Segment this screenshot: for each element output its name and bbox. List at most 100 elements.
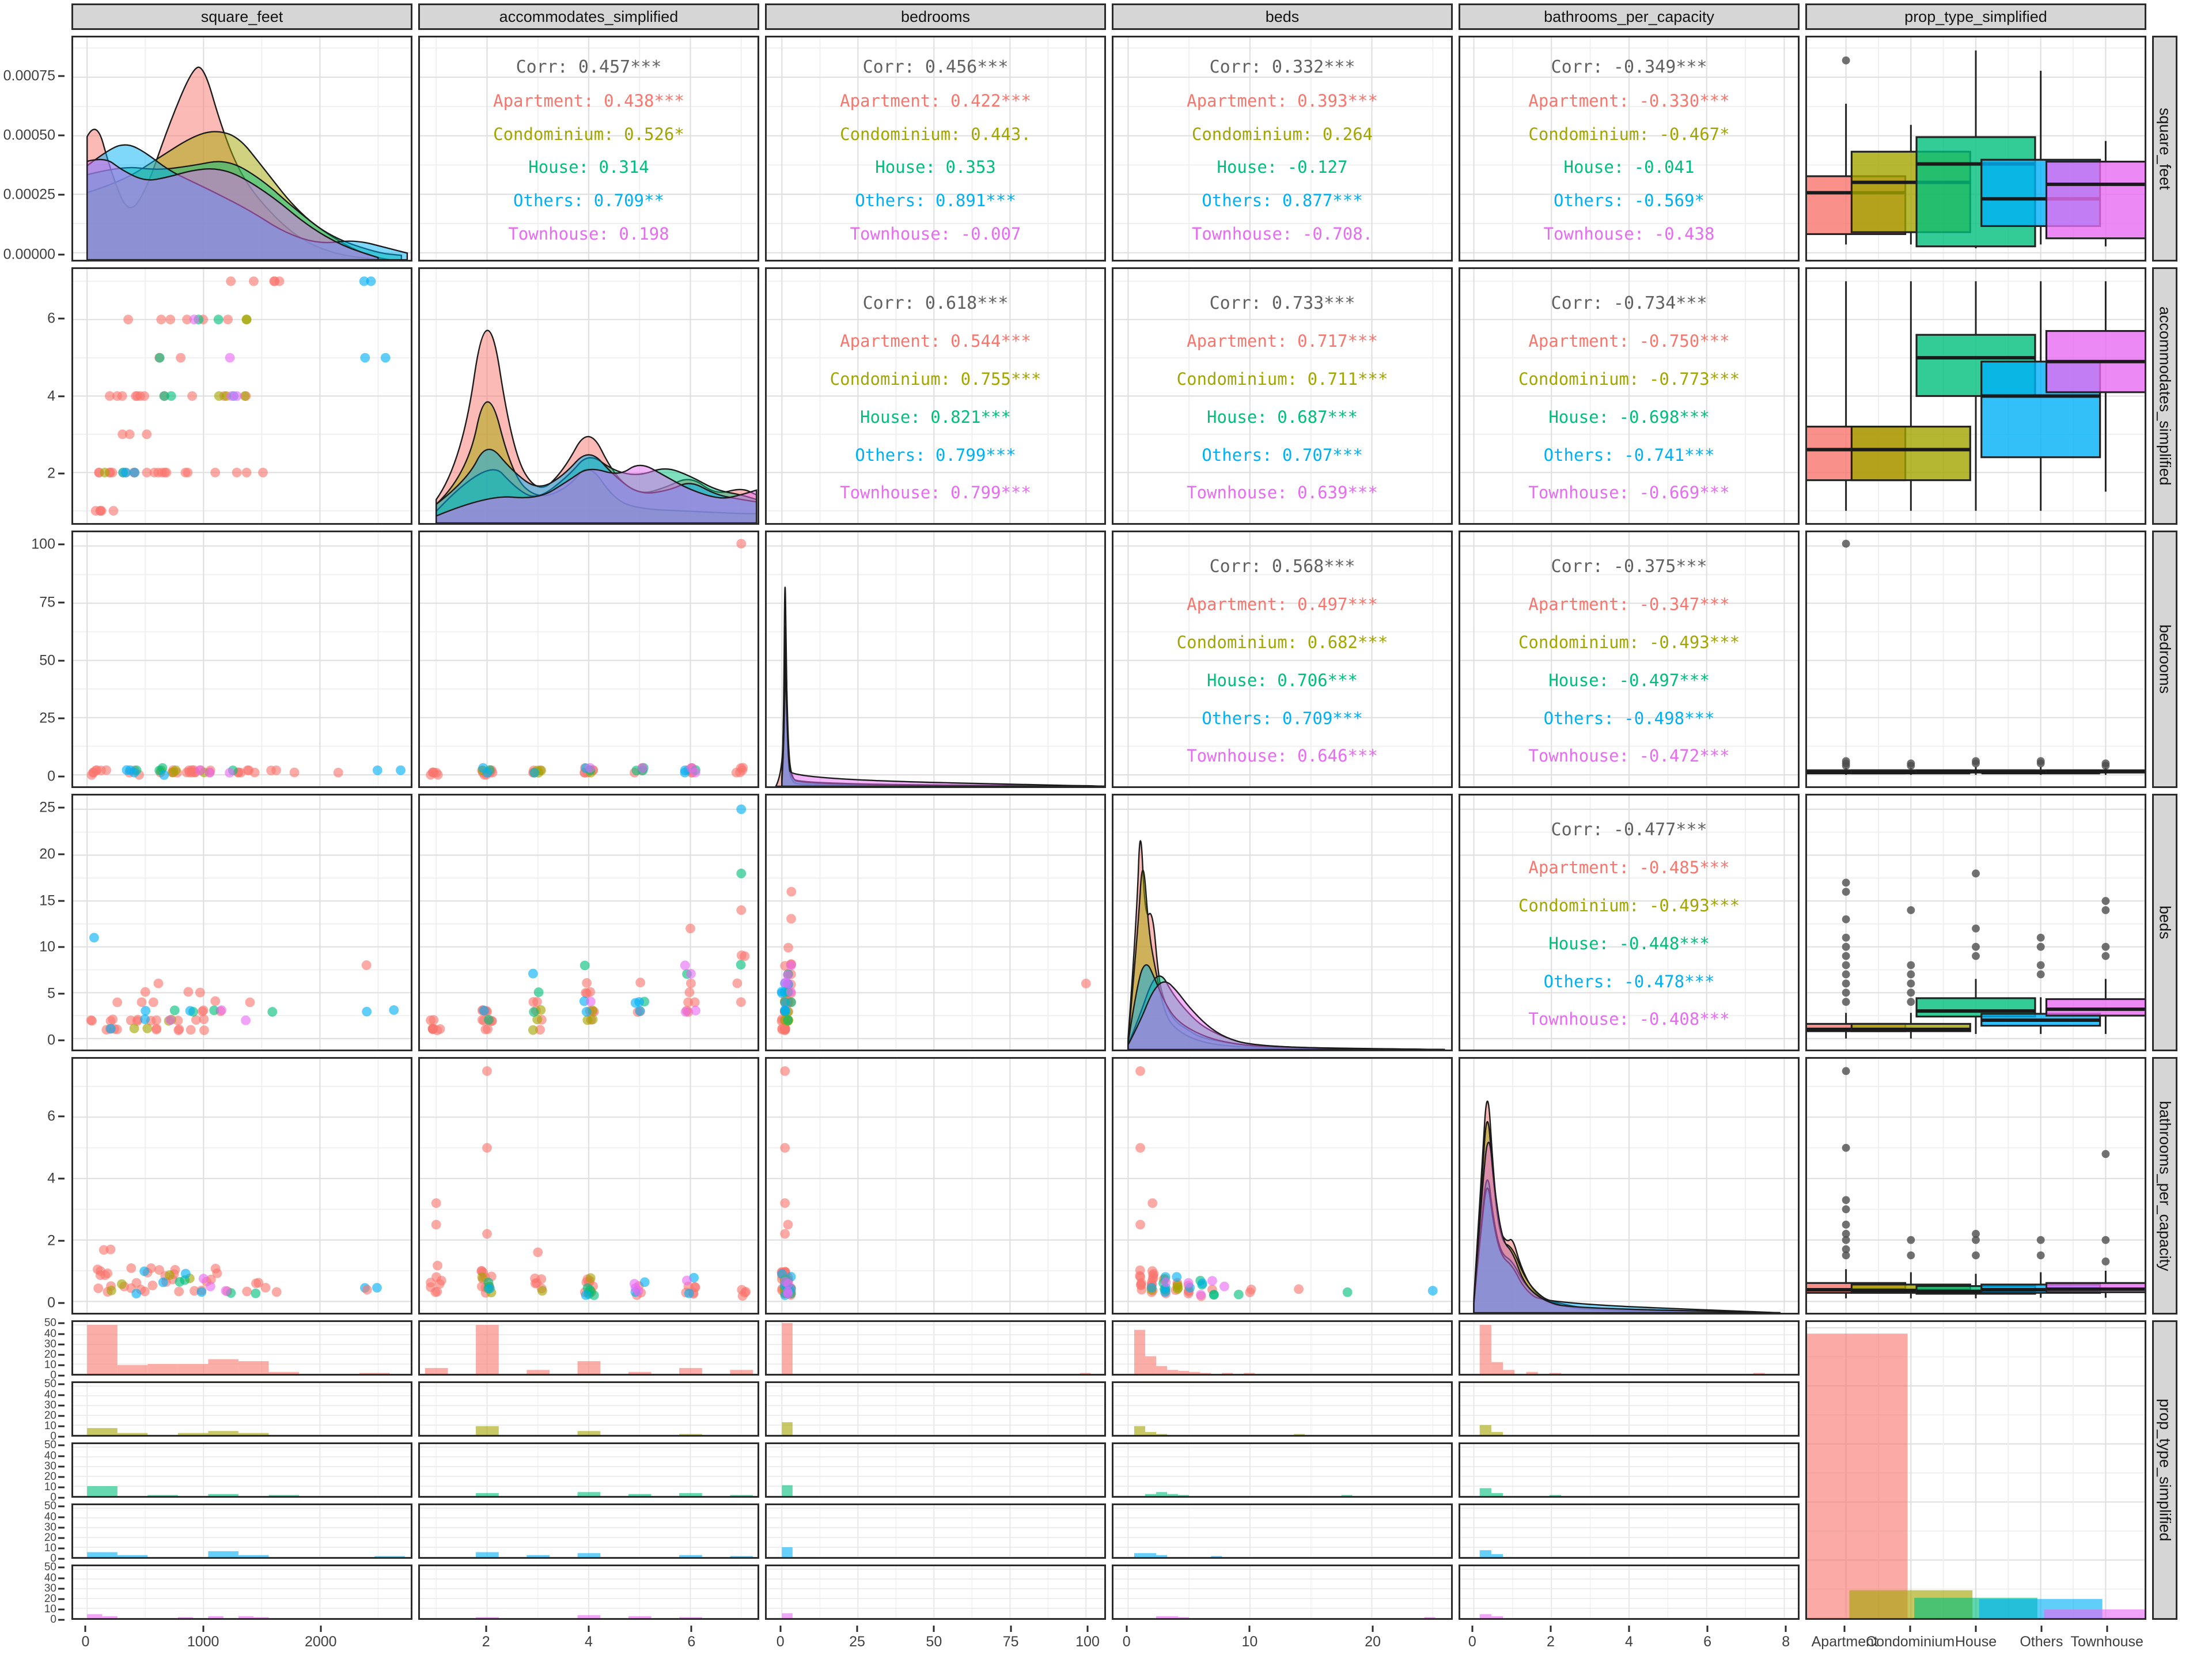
y-tick-label: 15 (39, 892, 55, 909)
y-tick-label: 2 (47, 465, 55, 482)
y-tick-label: 6 (47, 310, 55, 327)
facet-y-tick-label: 30 (44, 1582, 56, 1594)
facet-hist-c2-house (418, 1442, 759, 1498)
y-tick-mark (58, 1240, 65, 1242)
panel-r2c2-density (418, 267, 759, 525)
panel-r2c1-scatter (71, 267, 412, 525)
facet-y-tick-mark (58, 1465, 65, 1468)
corr-group-house: House: 0.687*** (1207, 407, 1358, 427)
x-tick-mark (779, 1626, 782, 1632)
strip-right-label: square_feet (2156, 107, 2174, 190)
panel-r2c3-canvas (767, 269, 1104, 523)
facet-hist-c4-apartment (1112, 1320, 1453, 1376)
facet-y-tick-mark (58, 1354, 65, 1356)
facet-y-tick-mark (58, 1619, 65, 1621)
facet-canvas (73, 1383, 411, 1435)
panel-r4c3-scatter (765, 794, 1106, 1051)
panel-r2c6-canvas (1807, 269, 2145, 523)
panel-r5c2-scatter (418, 1057, 759, 1315)
facet-y-tick-label: 0 (50, 1430, 56, 1442)
x-tick-label: Apartment (1811, 1634, 1878, 1650)
panel-r4c5-corr: Corr: -0.477*** Apartment: -0.485*** Condo… (1459, 794, 1800, 1051)
x-tick-label: House (1955, 1634, 1997, 1650)
x-tick-mark (933, 1626, 935, 1632)
panel-r5c3-scatter (765, 1057, 1106, 1315)
facet-y-tick-mark (58, 1476, 65, 1478)
corr-group-others: Others: 0.877*** (1202, 191, 1363, 211)
corr-group-house: House: -0.127 (1217, 157, 1348, 177)
facet-canvas (73, 1444, 411, 1496)
panel-r5c4-canvas (1113, 1059, 1451, 1313)
strip-right-label: beds (2156, 906, 2174, 940)
y-tick-label: 75 (39, 594, 55, 611)
facet-y-tick-label: 10 (44, 1358, 56, 1371)
corr-overall: Corr: 0.618*** (862, 293, 1009, 313)
corr-text-r4c5: Corr: -0.477*** Apartment: -0.485*** Condo… (1460, 796, 1798, 1050)
panel-r4c3-canvas (767, 796, 1104, 1050)
facet-y-tick-label: 0 (50, 1369, 56, 1381)
panel-r4c5-canvas (1460, 796, 1798, 1050)
facet-y-tick-label: 10 (44, 1419, 56, 1432)
strip-right-beds: beds (2152, 794, 2177, 1051)
x-tick-mark (1843, 1626, 1846, 1632)
corr-group-condominium: Condominium: -0.493*** (1518, 632, 1740, 653)
facet-y-tick-mark (58, 1364, 65, 1366)
facet-canvas (420, 1505, 757, 1557)
x-tick-mark (1372, 1626, 1374, 1632)
corr-group-townhouse: Townhouse: -0.438 (1543, 224, 1715, 244)
facet-y-tick-label: 50 (44, 1500, 56, 1513)
density-curve-house (781, 643, 1104, 786)
y-tick-mark (58, 1115, 65, 1118)
facet-canvas (767, 1322, 1104, 1374)
strip-top-bedrooms: bedrooms (765, 3, 1106, 30)
facet-hist-c1-townhouse (71, 1565, 412, 1620)
facet-y-tick-label: 20 (44, 1531, 56, 1544)
corr-group-house: House: -0.041 (1563, 157, 1695, 177)
y-tick-mark (58, 134, 65, 137)
bar-townhouse (2044, 1609, 2145, 1618)
facet-canvas (1460, 1566, 1798, 1618)
facet-canvas (73, 1566, 411, 1618)
bar-canvas (1807, 1322, 2145, 1618)
facet-y-tick-label: 20 (44, 1409, 56, 1422)
x-tick-mark (1010, 1626, 1012, 1632)
strip-right-label: prop_type_simplified (2156, 1399, 2174, 1541)
panel-r4c2-scatter (418, 794, 759, 1051)
corr-group-apartment: Apartment: 0.438*** (493, 90, 684, 111)
x-tick-mark (690, 1626, 692, 1632)
panel-r3c4-canvas (1113, 532, 1451, 786)
x-tick-label: 10 (1241, 1634, 1258, 1650)
panel-r4c4-density (1112, 794, 1453, 1051)
y-tick-mark (58, 946, 65, 948)
facet-y-tick-label: 50 (44, 1561, 56, 1574)
facet-y-tick-label: 10 (44, 1480, 56, 1493)
corr-group-condominium: Condominium: 0.711*** (1176, 369, 1388, 389)
corr-overall: Corr: -0.375*** (1551, 556, 1707, 577)
panel-r5c5-canvas (1460, 1059, 1798, 1313)
row6-facets-col1 (71, 1320, 412, 1620)
corr-group-others: Others: 0.891*** (855, 191, 1016, 211)
facet-hist-c3-apartment (765, 1320, 1106, 1376)
corr-group-house: House: 0.353 (875, 157, 996, 177)
corr-group-condominium: Condominium: 0.264 (1191, 124, 1373, 144)
y-tick-mark (58, 75, 65, 77)
x-tick-mark (856, 1626, 858, 1632)
facet-y-tick-mark (58, 1598, 65, 1600)
density-curve-others (781, 653, 1104, 786)
y-tick-label: 5 (47, 985, 55, 1002)
facet-canvas (1113, 1566, 1451, 1618)
facet-y-tick-label: 30 (44, 1521, 56, 1533)
facet-canvas (1460, 1322, 1798, 1374)
x-tick-label: 6 (1703, 1634, 1712, 1650)
facet-y-tick-mark (58, 1455, 65, 1457)
facet-y-tick-mark (58, 1537, 65, 1539)
facet-y-tick-mark (58, 1516, 65, 1518)
panel-r1c2-canvas (420, 37, 757, 260)
strip-top-label: bedrooms (900, 7, 971, 25)
facet-hist-c1-apartment (71, 1320, 412, 1376)
corr-group-townhouse: Townhouse: -0.708. (1191, 224, 1373, 244)
facet-y-tick-mark (58, 1394, 65, 1396)
facet-y-tick-mark (58, 1404, 65, 1407)
panel-r2c1-canvas (73, 269, 411, 523)
x-tick-label: 2 (1546, 1634, 1555, 1650)
